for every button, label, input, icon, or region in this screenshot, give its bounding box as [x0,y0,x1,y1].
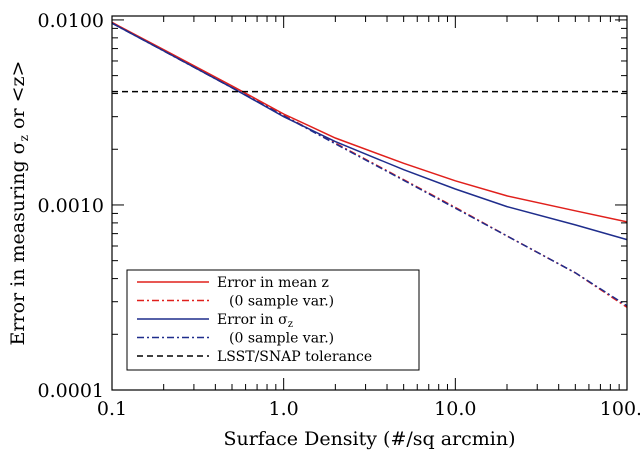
legend-label-0: Error in mean z [217,275,329,291]
y-axis-title-suffix: or <z> [7,61,29,135]
y-axis-title-prefix: Error in measuring [7,154,29,345]
series-line-2 [111,22,628,241]
series-line-0 [111,21,628,223]
legend: Error in mean z(0 sample var.)Error in σ… [126,269,420,371]
y-axis-title: Error in measuring σz or <z> [7,61,31,346]
legend-label-3: (0 sample var.) [229,331,334,347]
y-tick-label: 0.0001 [38,380,104,402]
x-tick-label: 1.0 [269,398,299,420]
y-axis-title-sub: z [17,135,31,141]
y-axis-title-sigma: σ [7,141,29,154]
ticks-layer: 0.1 1.0 10.0 100.0 0.0001 0.0010 0.0100 [38,10,640,420]
legend-label-1: (0 sample var.) [229,294,334,310]
plot-frame [111,15,628,391]
legend-box [126,269,420,371]
x-tick-label: 10.0 [434,398,476,420]
x-tick-label: 100.0 [600,398,640,420]
y-tick-label: 0.0010 [38,195,104,217]
x-axis-title: Surface Density (#/sq arcmin) [223,428,515,450]
y-tick-label: 0.0100 [38,10,104,32]
legend-label-2: Error in σz [217,312,293,330]
legend-label-4: LSST/SNAP tolerance [217,349,372,365]
x-tick-label: 0.1 [97,398,127,420]
series-line-3 [111,22,628,307]
series-layer [111,21,628,308]
legend-items: Error in mean z(0 sample var.)Error in σ… [137,275,372,365]
